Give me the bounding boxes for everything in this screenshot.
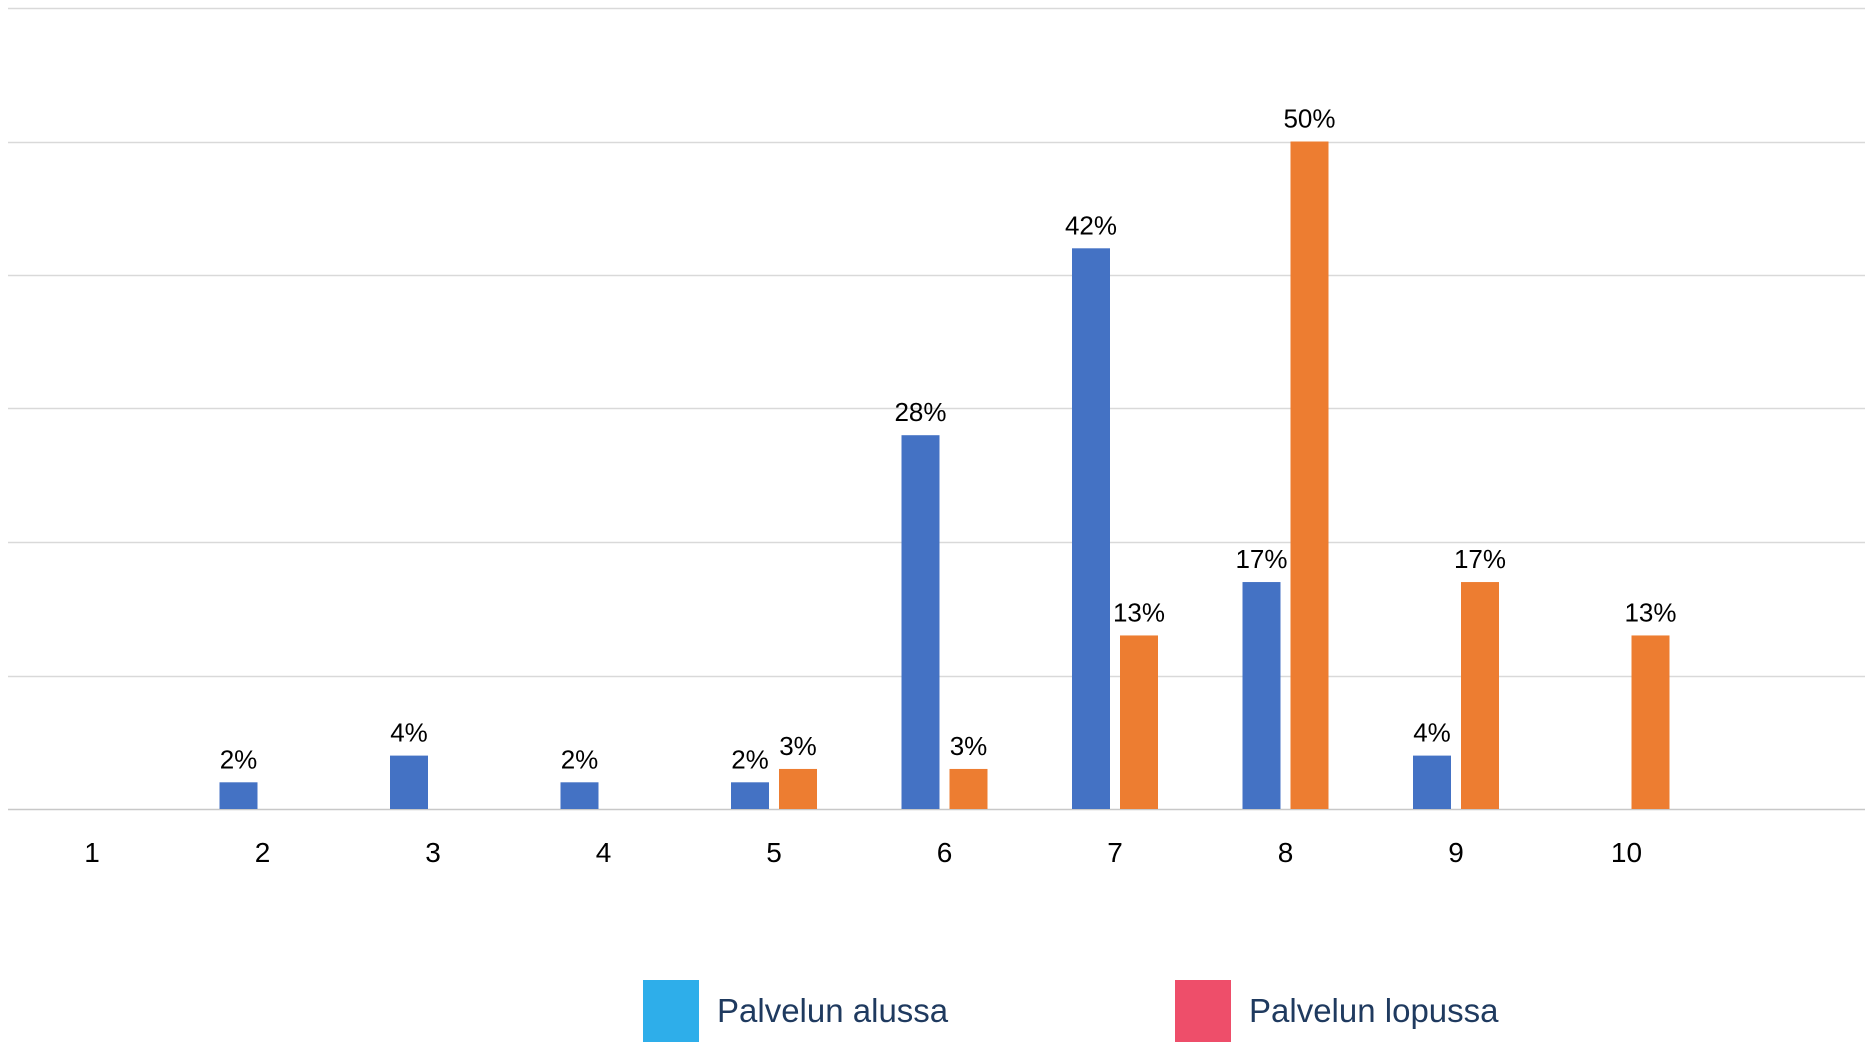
data-label: 13% <box>1113 597 1165 627</box>
data-label: 50% <box>1283 104 1335 134</box>
data-label: 2% <box>731 744 769 774</box>
legend-label-lopussa: Palvelun lopussa <box>1249 992 1499 1029</box>
bar-lopussa <box>1461 582 1499 809</box>
data-label: 2% <box>561 744 599 774</box>
x-tick-label: 8 <box>1278 837 1294 868</box>
x-tick-label: 6 <box>937 837 953 868</box>
x-tick-label: 7 <box>1107 837 1123 868</box>
data-label: 42% <box>1065 210 1117 240</box>
data-label: 2% <box>220 744 258 774</box>
bar-alussa <box>901 435 940 809</box>
bar-alussa <box>1242 582 1281 809</box>
data-label: 3% <box>779 731 817 761</box>
bar-lopussa <box>1120 635 1158 809</box>
legend-swatch-alussa <box>643 980 699 1042</box>
data-label: 4% <box>390 718 428 748</box>
bar-alussa <box>1413 755 1451 809</box>
x-tick-label: 5 <box>766 837 782 868</box>
data-label: 13% <box>1624 597 1676 627</box>
legend-item-lopussa: Palvelun lopussa <box>1175 980 1499 1042</box>
data-label: 17% <box>1454 544 1506 574</box>
bar-alussa <box>1072 248 1110 810</box>
bar-alussa <box>560 782 599 809</box>
bar-lopussa <box>1290 141 1329 809</box>
legend-label-alussa: Palvelun alussa <box>717 992 949 1029</box>
x-tick-label: 2 <box>255 837 271 868</box>
bar-alussa <box>219 782 258 809</box>
data-label: 3% <box>950 731 988 761</box>
x-tick-label: 4 <box>596 837 612 868</box>
legend-swatch-lopussa <box>1175 980 1231 1042</box>
bar-lopussa <box>1631 635 1670 809</box>
x-tick-label: 3 <box>425 837 441 868</box>
x-tick-label: 10 <box>1611 837 1642 868</box>
data-label: 28% <box>894 397 946 427</box>
chart-legend: Palvelun alussa Palvelun lopussa <box>0 980 1865 1042</box>
bar-alussa <box>731 782 769 809</box>
x-tick-label: 9 <box>1448 837 1464 868</box>
bar-lopussa <box>779 768 817 809</box>
data-label: 4% <box>1413 718 1451 748</box>
data-label: 17% <box>1235 544 1287 574</box>
bar-lopussa <box>949 768 988 809</box>
legend-item-alussa: Palvelun alussa <box>643 980 948 1042</box>
x-tick-label: 1 <box>84 837 100 868</box>
bar-alussa <box>390 755 428 809</box>
